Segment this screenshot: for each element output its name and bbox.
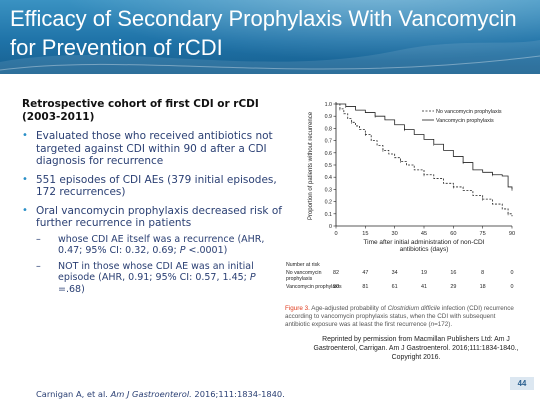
risk-value: 29 — [450, 284, 456, 290]
series-line-no-vancomycin — [336, 103, 513, 217]
risk-value: 82 — [333, 270, 339, 276]
slide-title: Efficacy of Secondary Prophylaxis With V… — [10, 6, 517, 60]
x-tick-label: 15 — [362, 231, 368, 237]
bullet-item: • Evaluated those who received antibioti… — [22, 130, 284, 168]
y-tick-label: 0.4 — [325, 175, 332, 181]
title-wave-decoration — [0, 40, 540, 74]
sub-bullet-item: – NOT in those whose CDI AE was an initi… — [22, 261, 284, 296]
y-tick-label: 0.8 — [325, 126, 332, 132]
risk-value: 0 — [511, 284, 514, 290]
caption-organism: Clostridium difficile — [387, 305, 441, 312]
x-tick-label: 0 — [334, 231, 337, 237]
risk-value: 34 — [392, 270, 398, 276]
sub-bullet-dash-icon: – — [36, 260, 41, 272]
citation-authors: Carnigan A, et al. — [36, 389, 111, 399]
y-tick-label: 0.7 — [325, 139, 332, 145]
sub-bullet-text: whose CDI AE itself was a recurrence (AH… — [58, 233, 265, 257]
caption-text: infection (CDI) recurrence according to … — [285, 305, 514, 328]
y-tick-label: 0 — [329, 224, 332, 230]
bullet-list: Retrospective cohort of first CDI or rCD… — [22, 98, 284, 301]
sub-bullet-item: – whose CDI AE itself was a recurrence (… — [22, 234, 284, 257]
citation: Carnigan A, et al. Am J Gastroenterol. 2… — [36, 389, 285, 399]
caption-n: n — [430, 321, 435, 328]
sub-bullet-text-end: =.68) — [58, 283, 85, 295]
chart-series — [336, 103, 513, 217]
legend-label: No vancomycin prophylaxis — [436, 109, 502, 115]
sub-bullet-text-end: <.0001) — [185, 245, 228, 256]
bullet-dot-icon: • — [22, 130, 28, 141]
risk-value: 90 — [333, 284, 339, 290]
risk-table-title: Number at risk — [286, 262, 320, 268]
x-axis-label: Time after initial administration of non… — [363, 239, 484, 253]
caption-text: Age-adjusted probability of — [309, 305, 388, 312]
y-tick-label: 0.3 — [325, 187, 332, 193]
chart-legend: No vancomycin prophylaxis Vancomycin prop… — [422, 109, 502, 124]
risk-value: 47 — [362, 270, 368, 276]
y-axis-label: Proportion of patients without recurrenc… — [308, 111, 314, 220]
y-tick-label: 0.1 — [325, 212, 332, 218]
bullet-item: • 551 episodes of CDI AEs (379 initial e… — [22, 174, 284, 199]
y-tick-label: 0.9 — [325, 114, 332, 120]
risk-row-label: Vancomycin prophylaxis — [286, 284, 342, 290]
risk-value: 61 — [392, 284, 398, 290]
bullet-heading: Retrospective cohort of first CDI or rCD… — [22, 98, 259, 123]
risk-value: 19 — [421, 270, 427, 276]
citation-journal: Am J Gastroenterol. — [110, 389, 192, 399]
chart-axes: 0 0.1 0.2 0.3 0.4 0.5 0.6 0.7 0.8 0.9 1.0 0 15 30 45 60… — [325, 102, 515, 237]
risk-value: 18 — [480, 284, 486, 290]
legend-label: Vancomycin prophylaxis — [436, 118, 494, 124]
y-tick-label: 0.5 — [325, 163, 332, 169]
figure-caption: Figure 3. Age-adjusted probability of Cl… — [285, 305, 520, 329]
y-tick-label: 0.6 — [325, 151, 332, 157]
title-sheen — [0, 0, 540, 74]
reprint-notice: Reprinted by permission from Macmillan P… — [313, 336, 519, 361]
sub-bullet-dash-icon: – — [36, 233, 41, 245]
x-tick-label: 45 — [421, 231, 427, 237]
x-tick-label: 60 — [450, 231, 456, 237]
sub-bullet-text: NOT in those whose CDI AE was an initial… — [58, 260, 254, 284]
bullet-dot-icon: • — [22, 173, 28, 185]
bullet-text: Oral vancomycin prophylaxis decreased ri… — [36, 204, 282, 230]
risk-value: 0 — [511, 270, 514, 276]
p-value-label: P — [179, 245, 186, 256]
bullet-dot-icon: • — [22, 204, 28, 216]
figure-label: Figure 3. — [285, 305, 310, 312]
x-tick-label: 90 — [509, 231, 515, 237]
bullet-text: 551 episodes of CDI AEs (379 initial epi… — [36, 173, 277, 199]
risk-value: 8 — [481, 270, 484, 276]
risk-value: 41 — [421, 284, 427, 290]
risk-value: 81 — [362, 284, 368, 290]
x-tick-label: 30 — [392, 231, 398, 237]
series-line-vancomycin — [336, 103, 513, 190]
risk-value: 16 — [450, 270, 456, 276]
title-bar: Efficacy of Secondary Prophylaxis With V… — [0, 0, 540, 74]
y-tick-label: 1.0 — [325, 102, 332, 108]
x-tick-label: 75 — [480, 231, 486, 237]
y-tick-label: 0.2 — [325, 200, 332, 206]
caption-text: =172). — [434, 321, 453, 328]
risk-row-label: No vancomycin prophylaxis — [286, 270, 322, 282]
kaplan-meier-chart: 0 0.1 0.2 0.3 0.4 0.5 0.6 0.7 0.8 0.9 1.0 0 15 30 45 60… — [286, 102, 515, 290]
citation-details: 2016;111:1834-1840. — [191, 389, 285, 399]
page-number: 44 — [510, 377, 534, 390]
bullet-text: Evaluated those who received antibiotics… — [36, 130, 273, 167]
p-value-label: P — [249, 272, 256, 283]
bullet-item: • Oral vancomycin prophylaxis decreased … — [22, 205, 284, 296]
